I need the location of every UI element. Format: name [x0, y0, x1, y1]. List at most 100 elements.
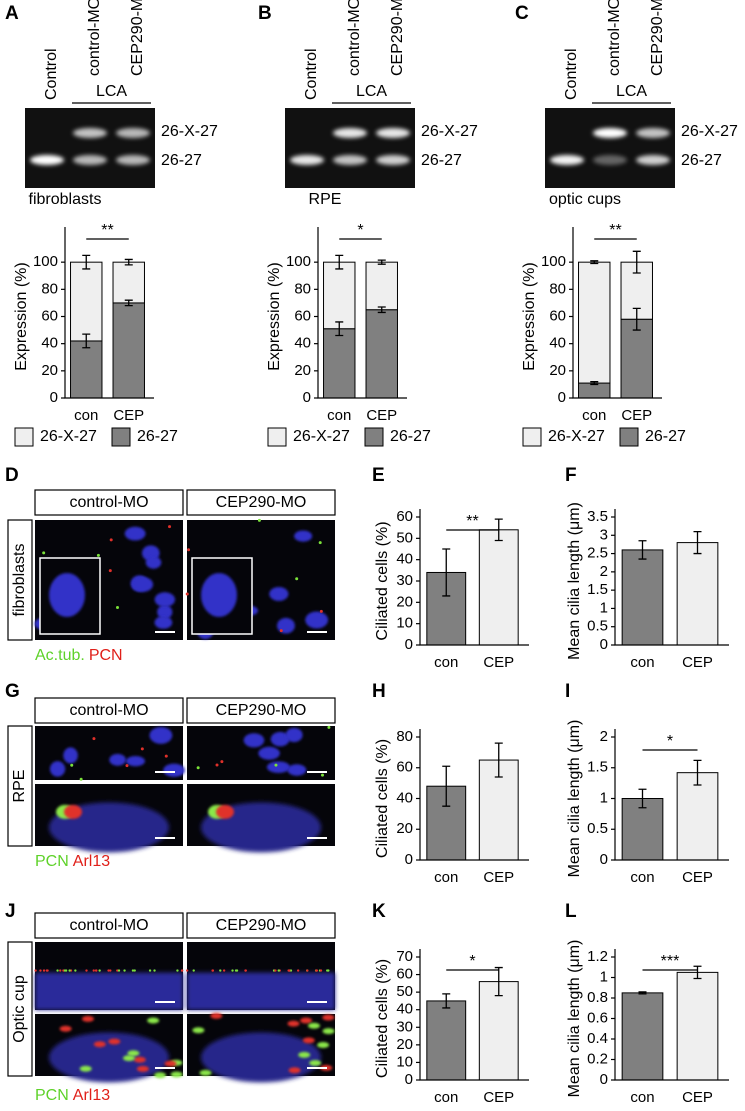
bar — [478, 529, 519, 646]
signal — [93, 1041, 106, 1048]
lane-label: CEP290-MO — [129, 0, 146, 76]
signal — [234, 969, 238, 972]
x-tick-label: CEP — [483, 1089, 514, 1106]
panel-label: I — [565, 681, 570, 702]
nucleus — [124, 526, 146, 541]
error-bar — [638, 788, 647, 809]
error-bar — [124, 299, 133, 307]
y-tick-label: 60 — [41, 307, 58, 324]
significance-label: * — [667, 733, 673, 750]
y-axis-label: Mean cilia length (μm) — [566, 940, 583, 1098]
signal — [274, 969, 277, 972]
signal — [327, 725, 331, 729]
y-tick-label: 0.8 — [587, 989, 608, 1006]
y-tick-label: 40 — [549, 335, 566, 352]
y-tick-label: 30 — [396, 1018, 413, 1035]
tissue — [35, 972, 183, 1010]
signal — [216, 804, 234, 819]
signal — [306, 969, 309, 972]
bar — [478, 981, 519, 1081]
nucleus — [63, 747, 78, 764]
signal — [309, 1060, 322, 1067]
legend-swatch — [111, 427, 131, 447]
y-tick-label: 40 — [41, 335, 58, 352]
panel-label: B — [258, 3, 272, 24]
group-label: LCA — [616, 83, 647, 100]
stain-caption: Ac.tub. PCN — [35, 647, 123, 664]
significance-label: *** — [661, 953, 680, 970]
signal — [131, 969, 135, 972]
nucleus — [270, 731, 290, 747]
signal — [123, 1055, 136, 1062]
signal — [215, 763, 219, 767]
signal — [42, 969, 46, 972]
signal — [59, 969, 62, 972]
gel-band — [116, 155, 150, 165]
y-tick-label: 60 — [396, 966, 413, 983]
gel-band — [333, 128, 367, 138]
signal — [322, 1014, 335, 1021]
significance-label: ** — [101, 222, 113, 239]
signal — [315, 969, 319, 972]
signal — [85, 969, 88, 972]
y-tick-label: 1.5 — [587, 759, 608, 776]
signal — [123, 969, 126, 972]
lane-label: CEP290-MO — [389, 0, 406, 76]
gel-band — [593, 128, 627, 138]
error-bar — [124, 258, 133, 266]
legend-swatch — [364, 427, 384, 447]
y-tick-label: 60 — [294, 307, 311, 324]
lane-label: Control — [563, 48, 580, 100]
signal — [107, 969, 110, 972]
error-bar — [442, 548, 451, 597]
sample-box — [7, 941, 33, 1077]
signal — [56, 969, 59, 972]
condition-box — [34, 697, 184, 724]
sample-label: RPE — [11, 770, 28, 803]
gel-caption: RPE — [309, 191, 342, 208]
y-tick-label: 20 — [396, 1036, 413, 1053]
x-tick-label: con — [74, 407, 98, 424]
error-bar — [632, 250, 641, 274]
y-tick-label: 100 — [33, 253, 58, 270]
signal — [109, 538, 113, 542]
gel-band — [376, 128, 410, 138]
error-bar — [377, 259, 386, 265]
bar-segment — [112, 302, 145, 399]
nucleus — [258, 746, 280, 760]
y-tick-label: 20 — [41, 362, 58, 379]
signal — [219, 969, 222, 972]
signal — [68, 969, 71, 972]
condition-label: control-MO — [69, 702, 148, 719]
error-bar — [335, 254, 344, 270]
lane-label: control-MO — [86, 0, 103, 76]
signal — [39, 969, 42, 972]
lane-label: Control — [43, 48, 60, 100]
y-tick-label: 2.5 — [587, 545, 608, 562]
bar-segment — [323, 328, 356, 399]
tissue — [187, 972, 335, 1010]
y-tick-label: 0.5 — [587, 820, 608, 837]
nucleus — [109, 753, 126, 766]
y-tick-label: 40 — [396, 1001, 413, 1018]
panel-label: F — [565, 465, 577, 486]
bar-segment — [365, 261, 398, 311]
bar — [676, 542, 719, 646]
lane-label: control-MO — [346, 0, 363, 76]
y-tick-label: 0.5 — [587, 618, 608, 635]
x-tick-label: CEP — [682, 1089, 713, 1106]
bar-segment — [70, 261, 103, 342]
signal — [308, 1022, 321, 1029]
signal — [279, 629, 283, 633]
signal — [296, 969, 300, 972]
sample-label: fibroblasts — [11, 544, 28, 617]
legend-swatch — [619, 427, 639, 447]
x-tick-label: con — [630, 654, 654, 671]
nucleus — [276, 617, 295, 634]
significance-label: ** — [466, 513, 478, 530]
stain-label: PCN — [35, 853, 69, 870]
bar — [676, 772, 719, 861]
y-tick-label: 80 — [396, 728, 413, 745]
legend-swatch — [267, 427, 287, 447]
